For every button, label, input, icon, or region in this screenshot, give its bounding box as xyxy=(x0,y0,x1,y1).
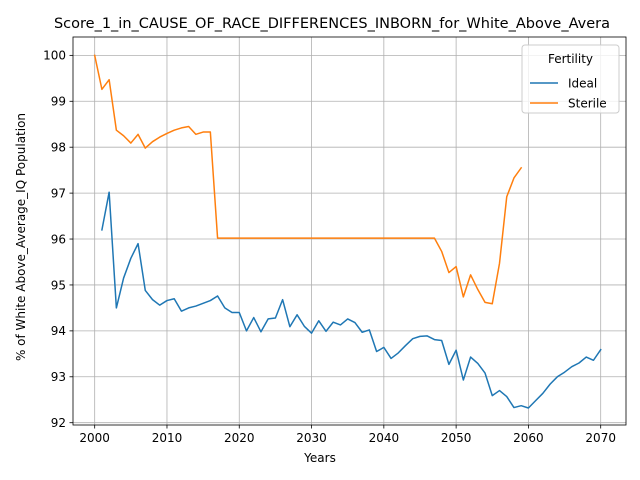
y-tick-label: 96 xyxy=(51,232,66,246)
x-tick-label: 2060 xyxy=(513,431,544,445)
y-tick-label: 97 xyxy=(51,186,66,200)
x-tick-label: 2040 xyxy=(369,431,400,445)
y-tick-label: 100 xyxy=(43,49,66,63)
legend-box xyxy=(521,44,620,114)
y-tick-label: 99 xyxy=(51,95,66,109)
y-tick-label: 93 xyxy=(51,370,66,384)
axes-frame xyxy=(72,36,627,426)
x-tick-label: 2000 xyxy=(79,431,110,445)
chart-title: Score_1_in_CAUSE_OF_RACE_DIFFERENCES_INB… xyxy=(54,16,610,32)
x-axis-label: Years xyxy=(303,451,336,465)
legend: Fertility Ideal Sterile xyxy=(521,44,620,114)
y-tick-label: 95 xyxy=(51,278,66,292)
y-tick-label: 92 xyxy=(51,416,66,430)
series-line-ideal xyxy=(101,191,602,409)
x-tick-label: 2020 xyxy=(224,431,255,445)
y-tick-label: 94 xyxy=(51,324,66,338)
plot-area: 2000 2010 2020 2030 2040 2050 2060 2070 92 93 94 95… xyxy=(43,36,627,445)
y-axis-label: % of White Above_Average_IQ Population xyxy=(14,113,28,361)
legend-label-sterile: Sterile xyxy=(568,96,607,110)
x-tick-label: 2050 xyxy=(441,431,472,445)
legend-title: Fertility xyxy=(548,52,593,66)
legend-label-ideal: Ideal xyxy=(568,76,597,90)
x-tick-label: 2030 xyxy=(296,431,327,445)
series-line-sterile xyxy=(93,54,523,305)
x-tick-label: 2010 xyxy=(152,431,183,445)
x-tick-label: 2070 xyxy=(585,431,616,445)
y-tick-label: 98 xyxy=(51,141,66,155)
